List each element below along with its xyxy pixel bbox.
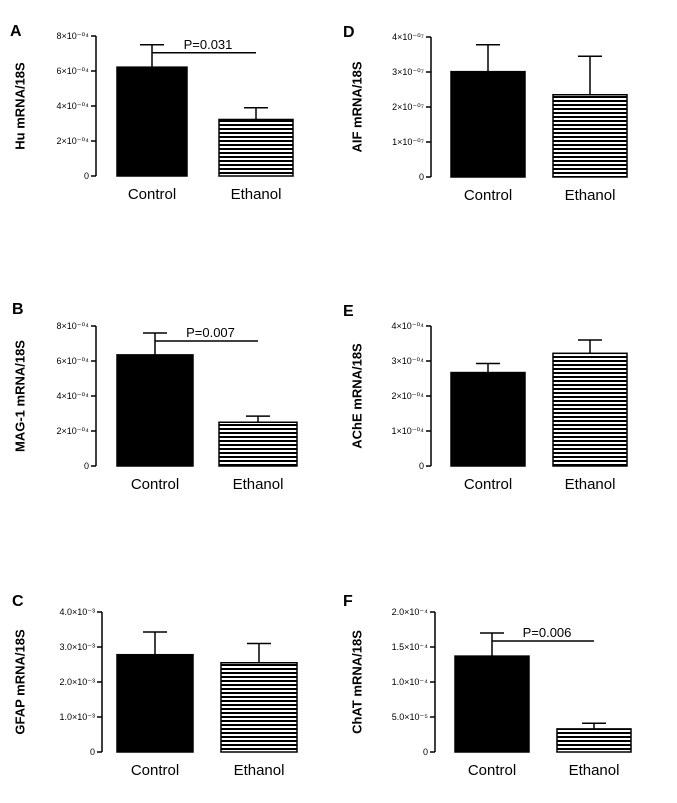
bar-control — [454, 655, 530, 753]
category-label: Control — [131, 762, 179, 779]
y-tick-label: 0 — [84, 461, 89, 471]
y-tick-label: 2×10⁻⁰⁴ — [392, 391, 425, 401]
y-axis-label: MAG-1 mRNA/18S — [13, 340, 28, 452]
category-label: Control — [128, 186, 176, 203]
y-tick-label: 6×10⁻⁰⁴ — [57, 66, 90, 76]
y-tick-label: 8×10⁻⁰⁴ — [57, 321, 90, 331]
p-value-label: P=0.006 — [523, 625, 572, 640]
y-tick-label: 0 — [419, 172, 424, 182]
y-tick-label: 0 — [90, 747, 95, 757]
y-tick-label: 1.0×10⁻⁴ — [392, 677, 429, 687]
panel-letter: C — [12, 593, 24, 610]
panel-f: F ChAT mRNA/18S Control Ethanol 0 5.0×10⁻⁵ 1.0… — [343, 593, 632, 779]
y-tick-label: 2.0×10⁻³ — [59, 677, 95, 687]
category-label: Ethanol — [231, 186, 282, 203]
panel-a: A Hu mRNA/18S Control Ethanol 0 2×10⁻⁰⁴ 4×10⁻⁰… — [10, 23, 294, 203]
bar-control — [450, 70, 526, 178]
y-axis-label: GFAP mRNA/18S — [13, 629, 28, 735]
y-tick-label: 4.0×10⁻³ — [59, 607, 95, 617]
y-tick-label: 3×10⁻⁰⁷ — [392, 67, 424, 77]
bar-control — [116, 66, 188, 177]
y-tick-label: 8×10⁻⁰⁴ — [57, 31, 90, 41]
bar-control — [116, 653, 194, 753]
category-label: Control — [131, 476, 179, 493]
bar-ethanol — [552, 94, 628, 178]
y-tick-label: 2×10⁻⁰⁷ — [392, 102, 424, 112]
bar-ethanol — [218, 421, 298, 467]
panel-d: D AIF mRNA/18S Control Ethanol 0 1×10⁻⁰⁷ 2×10⁻… — [343, 24, 628, 204]
y-tick-label: 2×10⁻⁰⁴ — [57, 426, 90, 436]
y-axis-label: Hu mRNA/18S — [13, 62, 28, 150]
panel-b: B MAG-1 mRNA/18S Control Ethanol 0 2×10⁻⁰⁴ 4×1… — [12, 301, 298, 493]
panel-letter: E — [343, 303, 354, 320]
y-tick-label: 0 — [84, 171, 89, 181]
y-tick-label: 6×10⁻⁰⁴ — [57, 356, 90, 366]
y-tick-label: 1×10⁻⁰⁴ — [392, 426, 425, 436]
y-axis-label: ChAT mRNA/18S — [350, 630, 365, 734]
panel-letter: B — [12, 301, 24, 318]
p-value-label: P=0.007 — [186, 325, 235, 340]
panel-letter: D — [343, 24, 355, 41]
y-tick-label: 0 — [423, 747, 428, 757]
y-tick-label: 2×10⁻⁰⁴ — [57, 136, 90, 146]
y-tick-label: 4×10⁻⁰⁴ — [57, 391, 90, 401]
category-label: Ethanol — [233, 476, 284, 493]
category-label: Control — [464, 187, 512, 204]
bar-control — [450, 371, 526, 467]
category-label: Ethanol — [565, 476, 616, 493]
y-axis-label: AChE mRNA/18S — [350, 343, 365, 449]
panel-e: E AChE mRNA/18S Control Ethanol 0 1×10⁻⁰⁴ 2×10… — [343, 303, 628, 493]
category-label: Ethanol — [569, 762, 620, 779]
y-tick-label: 4×10⁻⁰⁷ — [392, 32, 424, 42]
bar-ethanol — [220, 662, 298, 753]
panel-letter: A — [10, 23, 22, 40]
y-tick-label: 1.0×10⁻³ — [59, 712, 95, 722]
category-label: Ethanol — [565, 187, 616, 204]
y-tick-label: 3×10⁻⁰⁴ — [392, 356, 425, 366]
bar-ethanol — [552, 352, 628, 467]
bar-control — [116, 354, 194, 467]
category-label: Control — [464, 476, 512, 493]
category-label: Control — [468, 762, 516, 779]
y-tick-label: 4×10⁻⁰⁴ — [392, 321, 425, 331]
y-tick-label: 4×10⁻⁰⁴ — [57, 101, 90, 111]
y-tick-label: 0 — [419, 461, 424, 471]
y-tick-label: 1×10⁻⁰⁷ — [392, 137, 424, 147]
p-value-label: P=0.031 — [184, 37, 233, 52]
bar-ethanol — [556, 728, 632, 753]
y-tick-label: 5.0×10⁻⁵ — [392, 712, 429, 722]
y-tick-label: 2.0×10⁻⁴ — [392, 607, 429, 617]
bar-ethanol — [218, 118, 294, 177]
panel-c: C GFAP mRNA/18S Control Ethanol 0 1.0×10⁻³ 2.0… — [12, 593, 298, 779]
panel-letter: F — [343, 593, 353, 610]
y-tick-label: 1.5×10⁻⁴ — [392, 642, 429, 652]
category-label: Ethanol — [234, 762, 285, 779]
y-axis-label: AIF mRNA/18S — [350, 61, 365, 152]
y-tick-label: 3.0×10⁻³ — [59, 642, 95, 652]
